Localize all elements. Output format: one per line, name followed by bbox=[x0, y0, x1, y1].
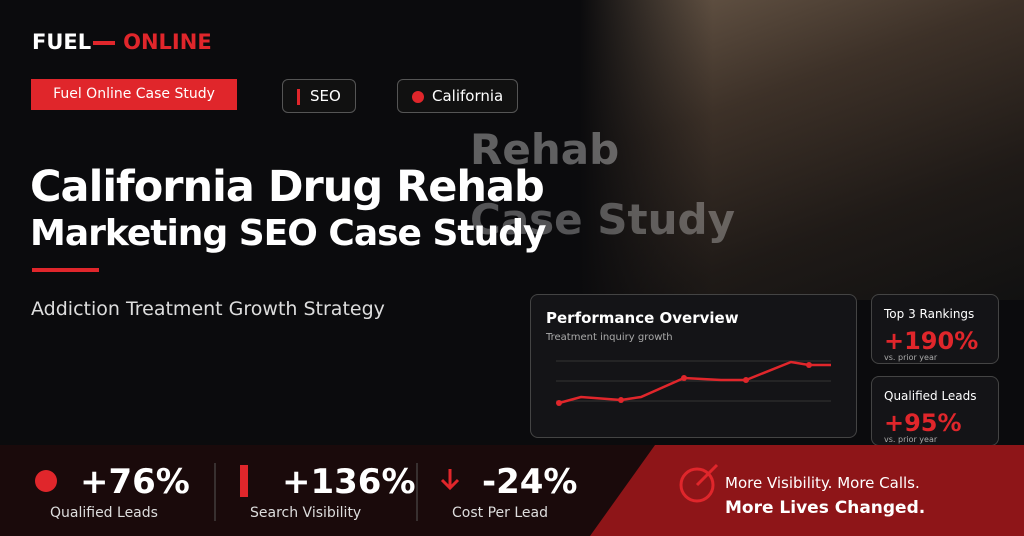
title-line: California Drug Rehab bbox=[30, 162, 545, 212]
card-value: +95% bbox=[884, 409, 962, 437]
stat-label: Cost Per Lead bbox=[452, 505, 548, 521]
sparkline bbox=[556, 360, 831, 406]
subtitle: Addiction Treatment Growth Strategy bbox=[31, 298, 385, 320]
tagline-1: More Visibility. More Calls. bbox=[725, 474, 920, 492]
card-note: vs. prior year bbox=[884, 353, 938, 362]
stat-value: +76% bbox=[80, 462, 190, 502]
seo-tag: SEO bbox=[282, 79, 356, 113]
logo-left: FUEL bbox=[32, 30, 92, 54]
card-note: vs. prior year bbox=[884, 435, 938, 444]
card-label: Top 3 Rankings bbox=[884, 307, 975, 321]
stat-label: Qualified Leads bbox=[50, 505, 158, 521]
card-label: Qualified Leads bbox=[884, 389, 977, 403]
title-line: Marketing SEO Case Study bbox=[30, 213, 546, 254]
card-value: +190% bbox=[884, 327, 979, 355]
stat-value: +136% bbox=[282, 462, 416, 502]
panel-subtitle: Treatment inquiry growth bbox=[546, 332, 673, 343]
photo-fade bbox=[580, 0, 1024, 300]
seo-text: SEO bbox=[310, 87, 341, 105]
band-shapes bbox=[35, 445, 1024, 536]
location-text: California bbox=[432, 87, 504, 105]
ghost-text: Rehab bbox=[470, 125, 620, 174]
tagline-2: More Lives Changed. bbox=[725, 498, 926, 518]
card: Top 3 Rankings +190% vs. prior year bbox=[871, 294, 999, 364]
panel-title: Performance Overview bbox=[546, 309, 739, 327]
case-study-tag: Fuel Online Case Study bbox=[31, 79, 237, 110]
location-tag: California bbox=[397, 79, 519, 113]
card: Qualified Leads +95% vs. prior year bbox=[871, 376, 999, 446]
ghost-text: Case Study bbox=[470, 195, 735, 244]
title: California Drug Rehab Marketing SEO Case… bbox=[30, 158, 546, 252]
logo-right: ONLINE bbox=[123, 30, 212, 54]
title-underline bbox=[32, 268, 99, 272]
stat-value: -24% bbox=[482, 462, 578, 502]
stat-label: Search Visibility bbox=[250, 505, 362, 521]
logo: FUEL ONLINE bbox=[32, 30, 212, 54]
performance-panel: Performance Overview Treatment inquiry g… bbox=[530, 294, 857, 438]
